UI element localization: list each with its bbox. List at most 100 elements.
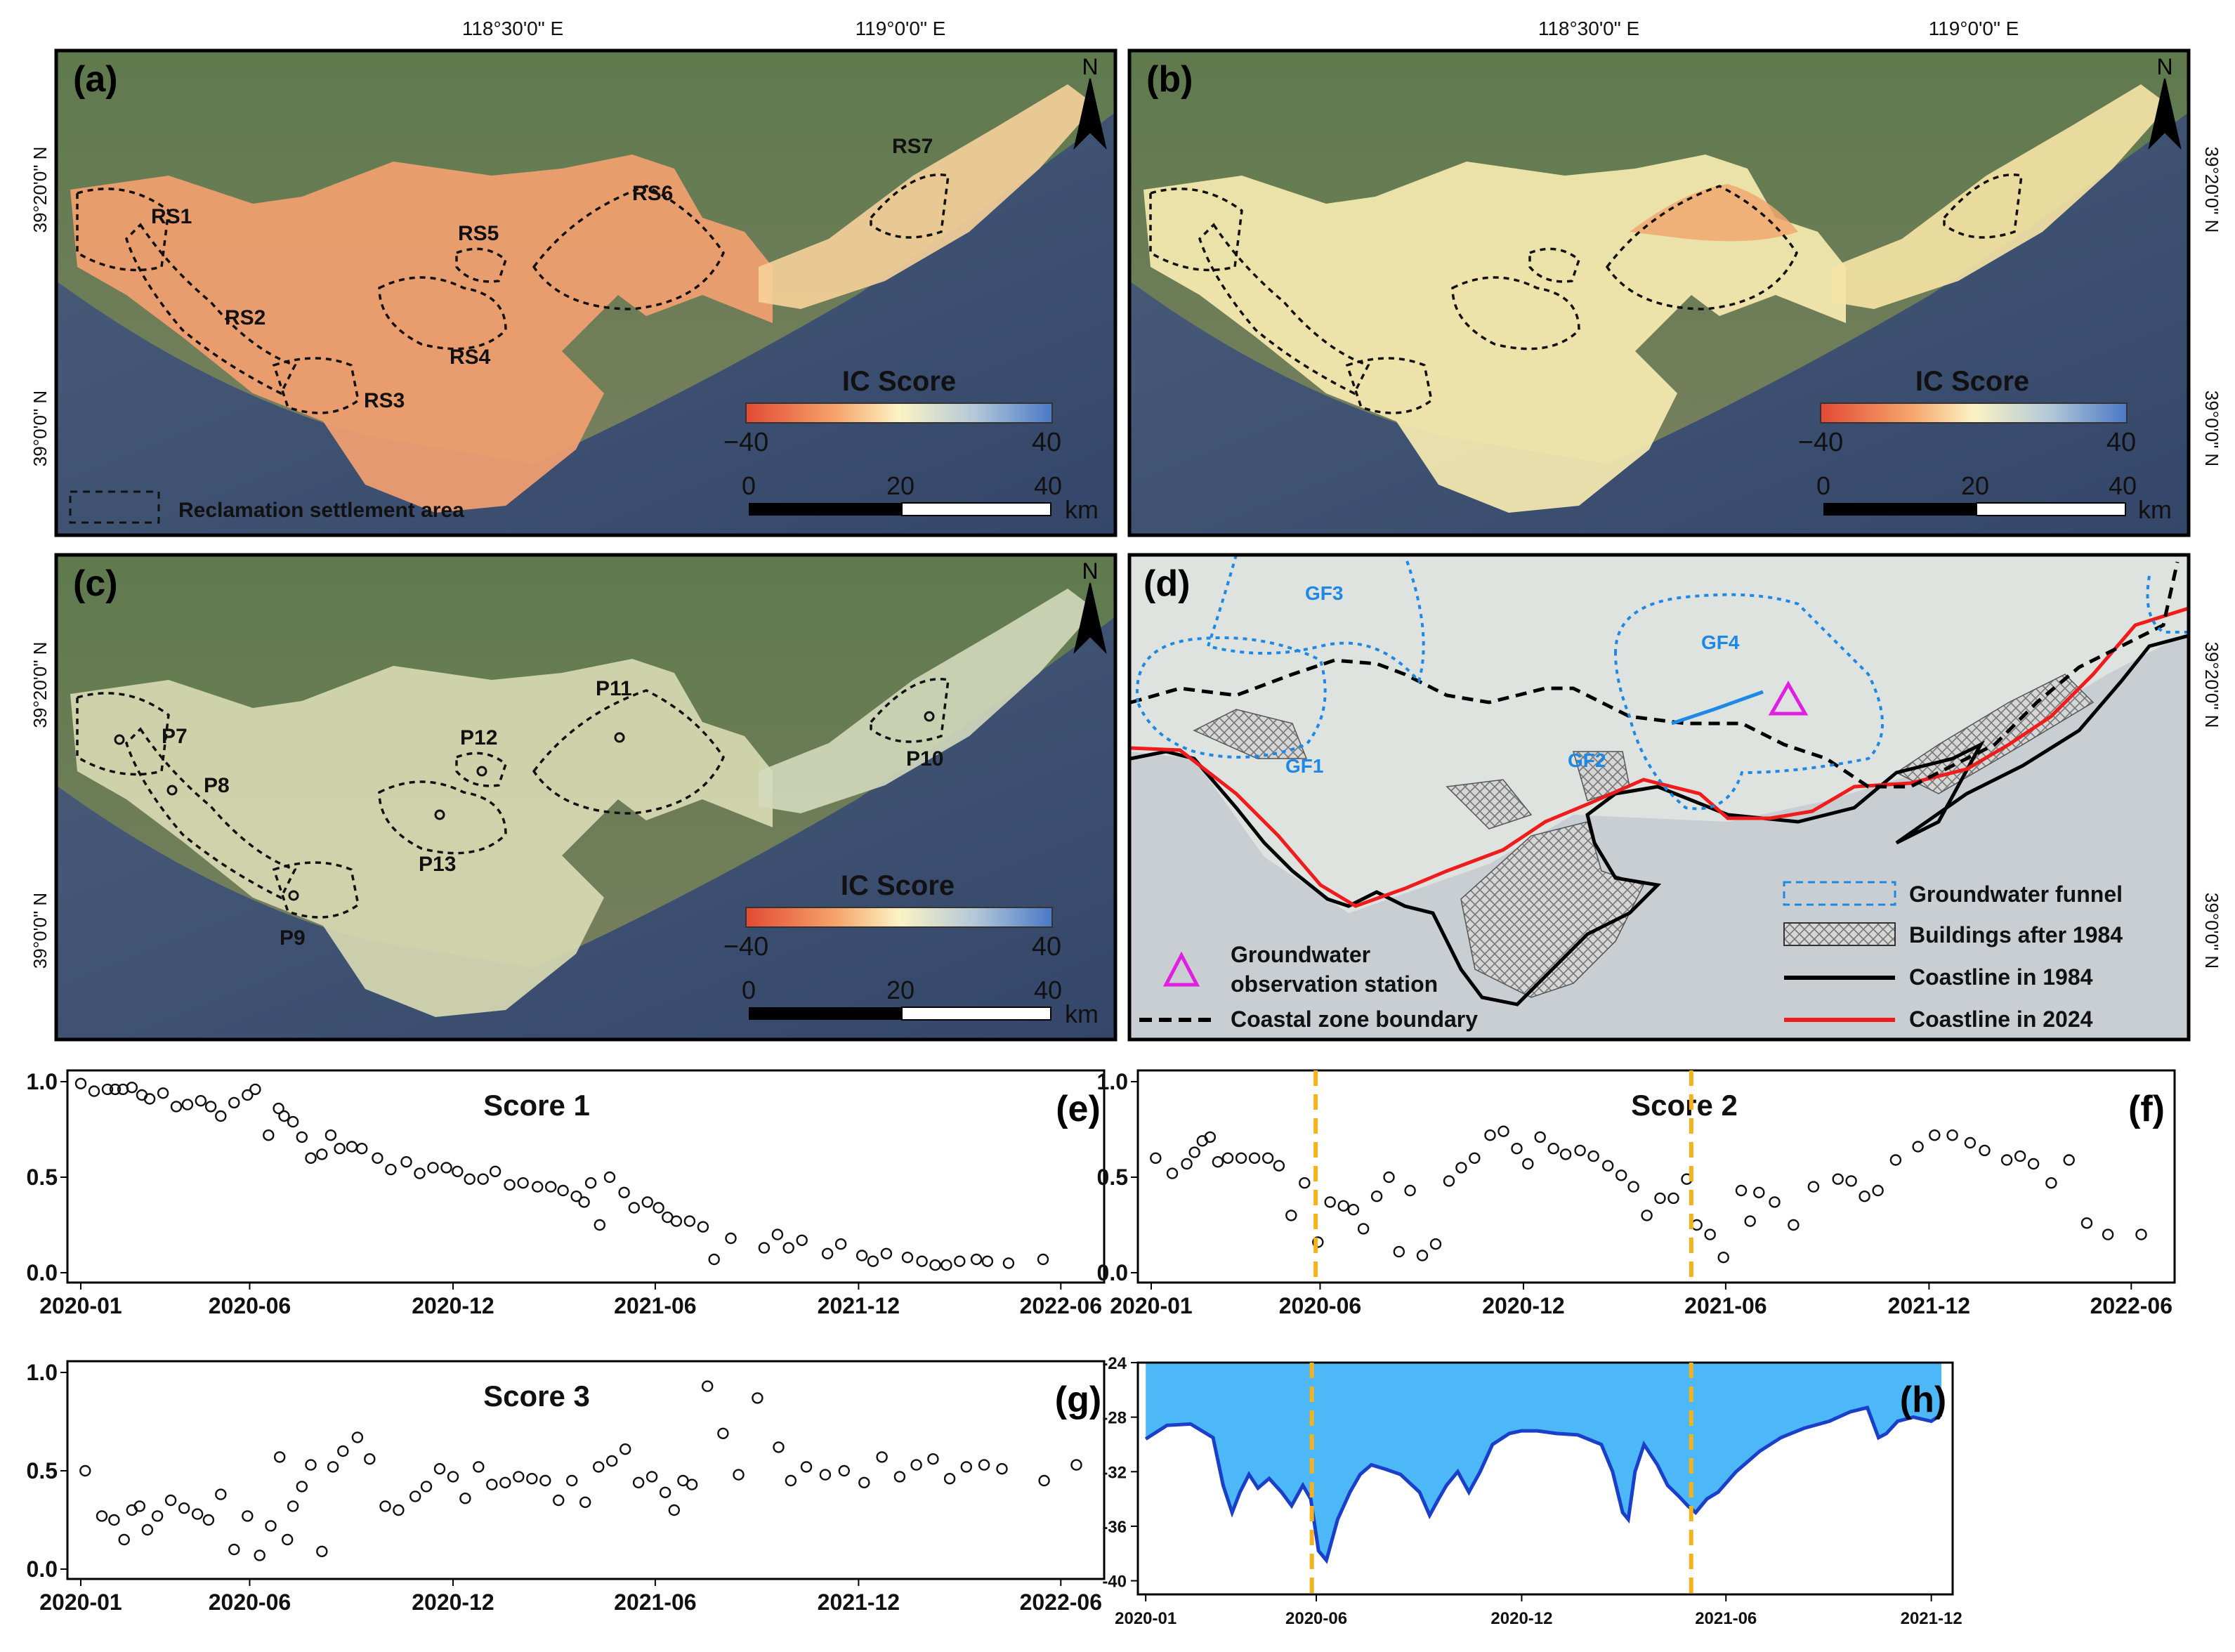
data-point: [1221, 1152, 1234, 1165]
legend-coast1984-label: Coastline in 1984: [1909, 964, 2093, 990]
data-point: [1002, 1257, 1015, 1269]
settlement-zones: [76, 173, 950, 414]
data-point: [1704, 1228, 1716, 1240]
groundwater-area: [1146, 1363, 1942, 1561]
zone-label-rs5: RS5: [458, 222, 499, 245]
data-point: [385, 1163, 397, 1176]
point-label-p11: P11: [596, 677, 632, 700]
data-point: [273, 1102, 284, 1115]
data-point: [773, 1441, 785, 1453]
data-point: [800, 1461, 813, 1473]
point-label-p7: P7: [162, 725, 188, 748]
data-point: [1511, 1142, 1523, 1155]
x-tick-label: 2021-06: [614, 1589, 696, 1615]
data-point: [856, 1250, 868, 1261]
y-tick-label: 0.0: [27, 1260, 58, 1285]
x-tick-label: 2020-12: [412, 1589, 494, 1615]
data-point: [838, 1464, 851, 1477]
data-point: [526, 1472, 538, 1485]
data-point: [1337, 1200, 1349, 1212]
data-point: [1150, 1152, 1162, 1165]
satellite-sea: [1129, 112, 2189, 535]
building-block-west: [1193, 709, 1308, 759]
legend-station-label-1: Groundwater: [1231, 942, 1370, 967]
data-point: [578, 1196, 590, 1208]
data-point: [1859, 1190, 1870, 1202]
data-point: [618, 1186, 630, 1199]
data-point: [954, 1255, 966, 1267]
data-point: [893, 1471, 906, 1483]
scale-tick-40: 40: [2109, 471, 2137, 500]
data-point: [916, 1255, 928, 1267]
data-point: [1753, 1186, 1765, 1199]
ic-score-hotspot: [1630, 184, 1798, 242]
data-point: [1807, 1181, 1820, 1193]
funnel-gf3: [1206, 555, 1425, 685]
plot-area: [1138, 1070, 2175, 1283]
data-point: [641, 1196, 653, 1208]
x-tick-label: 2020-01: [39, 1293, 122, 1318]
panel-label: (e): [1056, 1089, 1101, 1129]
panel-c: P7 P8 P9 P10 P11 P12 P13 (c) N IC Score …: [54, 553, 1118, 1042]
data-point: [943, 1472, 956, 1485]
data-point: [327, 1461, 339, 1473]
data-point: [1788, 1219, 1800, 1231]
data-point: [489, 1165, 502, 1178]
data-point: [819, 1469, 832, 1481]
lat-label-c1: 39°20'0" N: [30, 642, 51, 728]
colorbar-gradient: [745, 907, 1053, 928]
x-tick-label: 2020-06: [1285, 1609, 1347, 1628]
y-tick-label: 0.0: [1097, 1260, 1128, 1285]
data-point: [1212, 1155, 1224, 1168]
data-point: [1383, 1171, 1395, 1184]
x-tick-label: 2022-06: [1020, 1589, 1102, 1615]
data-point: [557, 1184, 569, 1197]
y-tick-label: 0.0: [27, 1556, 58, 1582]
data-point: [242, 1089, 254, 1101]
funnel-label-gf1: GF1: [1285, 755, 1323, 777]
data-point: [1559, 1148, 1572, 1160]
scale-tick-20: 20: [886, 471, 915, 500]
data-point: [1416, 1250, 1429, 1261]
data-point: [316, 1545, 328, 1558]
lat-label-d2: 39°0'0" N: [2201, 893, 2222, 969]
data-point: [2045, 1176, 2057, 1189]
chart-title: Score 3: [483, 1379, 590, 1412]
chart-h-groundwater: -24 -28 -32 -36 -40 2020-01 2020-06 2020-12 2021…: [1102, 1354, 1962, 1628]
scale-tick-0: 0: [1816, 471, 1830, 500]
zone-rs2: [124, 223, 297, 395]
data-point: [1204, 1131, 1217, 1143]
data-point: [1744, 1215, 1756, 1227]
point-p8: [166, 785, 178, 796]
data-point: [584, 1176, 597, 1189]
data-point: [539, 1474, 551, 1487]
data-point: [215, 1110, 227, 1122]
data-point: [670, 1215, 683, 1227]
lat-label-a2: 39°0'0" N: [30, 391, 51, 466]
data-point: [202, 1514, 215, 1526]
colorbar-title: IC Score: [1915, 366, 2029, 397]
data-point: [325, 1129, 337, 1141]
zone-p7: [76, 692, 170, 776]
data-point: [579, 1496, 591, 1509]
zone-label-rs4: RS4: [450, 346, 491, 369]
data-point: [351, 1431, 364, 1443]
y-tick-label: -28: [1102, 1409, 1127, 1428]
point-p7: [114, 734, 125, 745]
data-point: [1889, 1154, 1902, 1166]
satellite-sea: [56, 617, 1115, 1040]
data-point: [2027, 1158, 2040, 1170]
colorbar-gradient: [1820, 402, 2128, 424]
scale-bar: 0 20 40 km: [742, 976, 1099, 1028]
x-tick-label: 2020-12: [1490, 1609, 1552, 1628]
data-point: [151, 1510, 164, 1522]
data-point: [606, 1455, 618, 1467]
y-tick-label: -40: [1102, 1573, 1127, 1592]
data-point: [702, 1380, 714, 1392]
data-point: [109, 1083, 122, 1096]
data-point: [1347, 1203, 1360, 1216]
data-point: [440, 1162, 452, 1174]
zone-rs7: [1943, 173, 2023, 239]
x-tick-label: 2021-12: [1888, 1293, 1970, 1318]
data-point: [708, 1253, 720, 1266]
